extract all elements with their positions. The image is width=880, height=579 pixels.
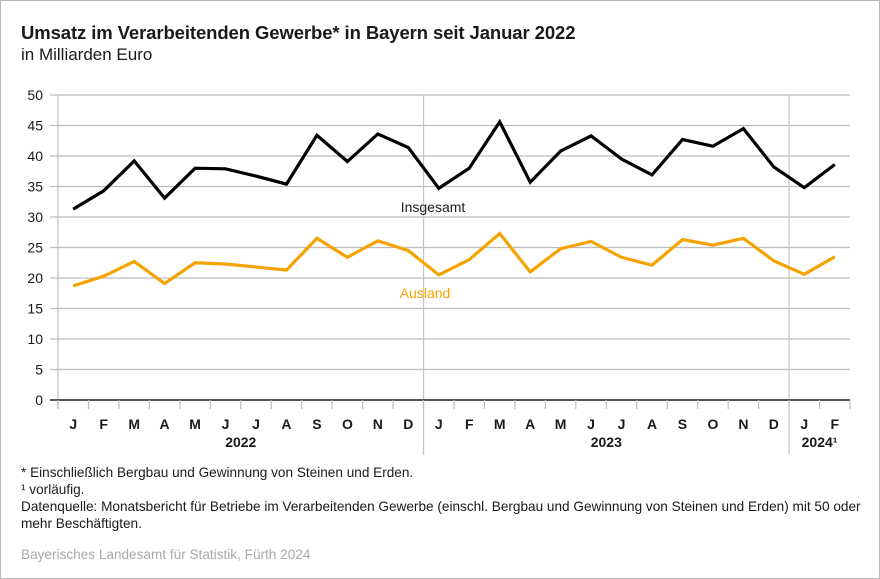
- x-tick-label: F: [465, 416, 474, 432]
- x-tick-label: A: [281, 416, 291, 432]
- y-tick-label: 30: [27, 209, 43, 225]
- gridlines: [50, 94, 850, 455]
- x-tick-label: F: [830, 416, 839, 432]
- x-tick-label: D: [769, 416, 779, 432]
- year-label: 2024¹: [802, 434, 838, 450]
- y-axis-ticks: 0 5 10 15 20 25 30 35 40 45 50: [27, 87, 43, 408]
- x-tick-label: A: [647, 416, 657, 432]
- x-tick-label: J: [435, 416, 443, 432]
- y-tick-label: 45: [27, 118, 43, 134]
- x-tick-label: S: [312, 416, 321, 432]
- y-tick-label: 10: [27, 331, 43, 347]
- x-tick-label: M: [128, 416, 140, 432]
- y-tick-label: 20: [27, 270, 43, 286]
- x-tick-label: M: [494, 416, 506, 432]
- x-tick-label: J: [252, 416, 260, 432]
- series-line-ausland: [72, 231, 836, 288]
- x-axis: J F M A M J J A S O N D J F M A M J J A S O N D J F 2022 2023 2024¹: [50, 399, 851, 450]
- year-label: 2023: [591, 434, 622, 450]
- series-line-insgesamt: [72, 118, 836, 211]
- y-tick-label: 25: [27, 240, 43, 256]
- x-tick-label: N: [373, 416, 383, 432]
- x-tick-label: S: [678, 416, 687, 432]
- x-tick-label: J: [618, 416, 626, 432]
- x-tick-label: M: [555, 416, 567, 432]
- year-label: 2022: [225, 434, 256, 450]
- y-tick-label: 50: [27, 87, 43, 103]
- chart-title: Umsatz im Verarbeitenden Gewerbe* in Bay…: [21, 22, 576, 43]
- y-tick-label: 0: [35, 392, 43, 408]
- x-tick-label: D: [403, 416, 413, 432]
- publisher-credit: Bayerisches Landesamt für Statistik, Für…: [21, 547, 311, 562]
- x-tick-label: M: [189, 416, 201, 432]
- y-tick-label: 40: [27, 148, 43, 164]
- y-tick-label: 5: [35, 362, 43, 378]
- footnote-provisional: ¹ vorläufig.: [21, 482, 85, 497]
- x-tick-label: A: [160, 416, 170, 432]
- x-tick-label: O: [342, 416, 353, 432]
- x-tick-label: A: [525, 416, 535, 432]
- x-tick-label: F: [99, 416, 108, 432]
- x-tick-label: J: [587, 416, 595, 432]
- x-tick-label: J: [69, 416, 77, 432]
- x-tick-label: J: [800, 416, 808, 432]
- series-label-insgesamt: Insgesamt: [401, 199, 466, 215]
- series-lines: [72, 118, 836, 288]
- x-tick-label: J: [222, 416, 230, 432]
- series-label-ausland: Ausland: [400, 285, 451, 301]
- y-tick-label: 15: [27, 301, 43, 317]
- x-tick-label: O: [707, 416, 718, 432]
- y-tick-label: 35: [27, 179, 43, 195]
- chart-subtitle: in Milliarden Euro: [21, 45, 153, 64]
- x-tick-label: N: [738, 416, 748, 432]
- footnotes: * Einschließlich Bergbau und Gewinnung v…: [21, 464, 861, 532]
- footnote-data-source: Datenquelle: Monatsbericht für Betriebe …: [21, 499, 865, 531]
- footnote-asterisk: * Einschließlich Bergbau und Gewinnung v…: [21, 465, 414, 480]
